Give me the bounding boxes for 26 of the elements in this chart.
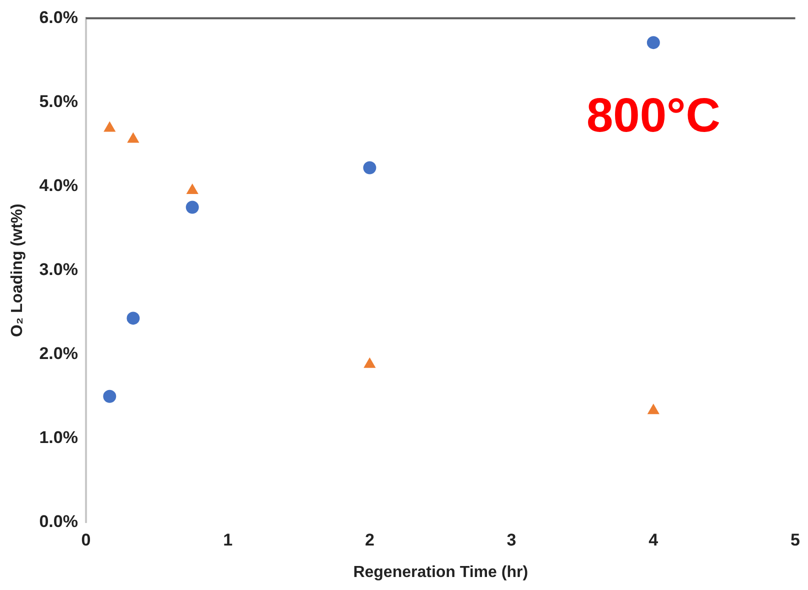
point [646, 36, 660, 50]
y-tick-label: 4.0% [39, 176, 78, 195]
point [104, 122, 116, 132]
point [127, 132, 139, 143]
x-tick-label: 5 [790, 530, 800, 550]
x-tick-label: 2 [364, 530, 374, 550]
x-tick-label: 3 [506, 530, 516, 550]
point [364, 358, 376, 368]
y-tick-label: 6.0% [39, 8, 78, 27]
point [103, 390, 116, 403]
y-tick-label: 1.0% [39, 428, 78, 448]
point [126, 312, 140, 325]
y-tick-label: 2.0% [39, 344, 78, 364]
x-tick-label: 4 [648, 530, 659, 550]
x-tick-label: 1 [223, 530, 233, 550]
point [186, 200, 199, 214]
x-tick-label: 0 [81, 530, 91, 550]
point [648, 404, 660, 414]
y-tick-label: 3.0% [39, 260, 78, 279]
y-tick-label: 5.0% [39, 92, 78, 111]
y-tick-label: 0.0% [39, 512, 78, 532]
annotation: 800°C [586, 89, 720, 142]
x-axis-title: Regeneration Time (hr) [353, 564, 528, 581]
point [186, 184, 198, 194]
point [363, 161, 376, 174]
y-axis-title: O₂ Loading (wt%) [9, 204, 26, 337]
